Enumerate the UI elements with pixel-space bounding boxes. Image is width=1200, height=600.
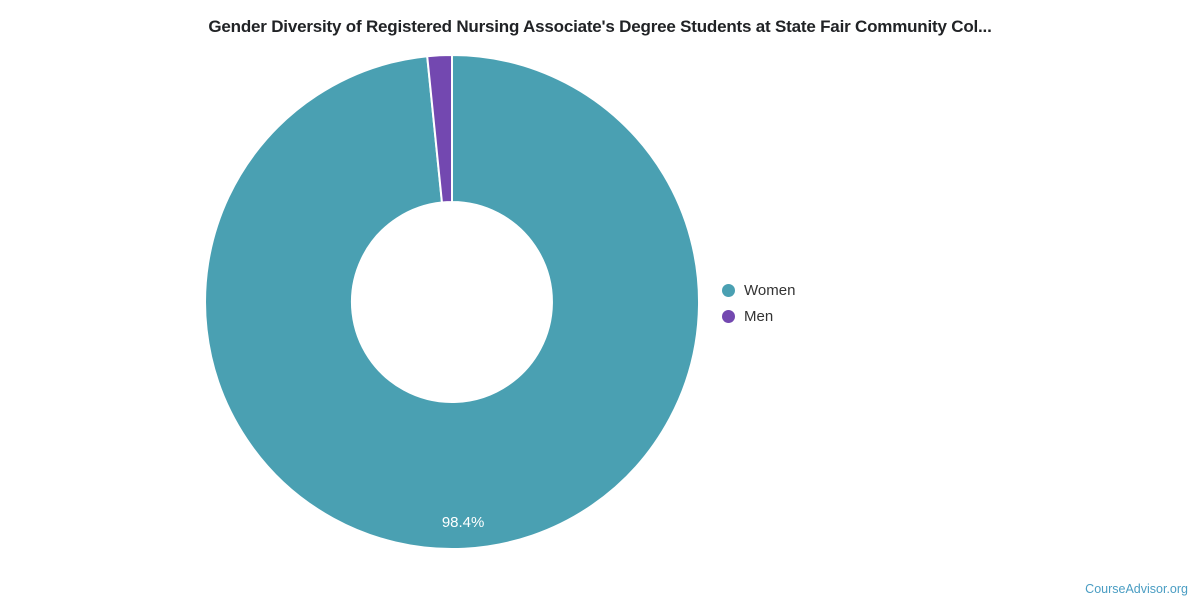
pie-slice-men[interactable]: [426, 54, 453, 204]
pie-slice-women[interactable]: [204, 54, 701, 550]
slice-data-label: 98.4%: [442, 514, 485, 531]
legend-item-women[interactable]: Women: [722, 279, 795, 302]
legend-item-men[interactable]: Men: [722, 305, 795, 328]
legend-marker-men: [722, 310, 735, 323]
legend-label: Women: [744, 282, 796, 299]
legend-marker-women: [722, 284, 735, 297]
legend-label: Men: [744, 308, 774, 325]
legend: Women Men: [722, 279, 795, 328]
courseadvisor-link[interactable]: CourseAdvisor.org: [1085, 582, 1188, 596]
chart-title: Gender Diversity of Registered Nursing A…: [208, 17, 992, 36]
